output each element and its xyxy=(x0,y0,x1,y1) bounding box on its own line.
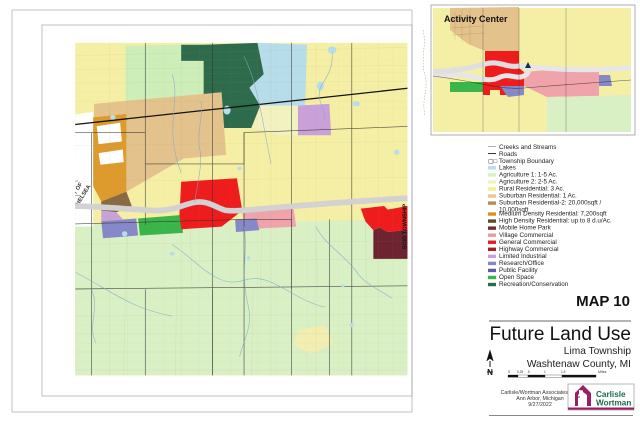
svg-text:▢□: ▢□ xyxy=(488,159,498,165)
svg-text:Agriculture 2: 2-5 Ac.: Agriculture 2: 2-5 Ac. xyxy=(499,179,558,186)
svg-text:Activity Center: Activity Center xyxy=(444,14,508,24)
svg-text:0: 0 xyxy=(508,370,510,374)
svg-text:Open Space: Open Space xyxy=(499,274,535,281)
svg-text:Miles: Miles xyxy=(598,370,607,374)
svg-text:1: 1 xyxy=(544,370,546,374)
svg-text:0.25: 0.25 xyxy=(517,370,523,374)
svg-text:Washtenaw County, MI: Washtenaw County, MI xyxy=(527,359,631,370)
svg-text:Rural Residential: 3 Ac.: Rural Residential: 3 Ac. xyxy=(499,186,565,193)
svg-text:Mobile Home Park: Mobile Home Park xyxy=(499,225,552,232)
svg-text:Roads: Roads xyxy=(499,151,517,158)
svg-text:Village Commercial: Village Commercial xyxy=(499,232,553,239)
svg-text:Agriculture 1: 1-5 Ac.: Agriculture 1: 1-5 Ac. xyxy=(499,172,558,179)
svg-text:Public Facility: Public Facility xyxy=(499,267,538,274)
svg-text:Creeks and Streams: Creeks and Streams xyxy=(499,144,556,151)
svg-text:High Density Residential: up t: High Density Residential: up to 8 d.u/Ac… xyxy=(499,218,612,225)
svg-text:Lakes: Lakes xyxy=(499,164,516,171)
svg-text:Future Land Use: Future Land Use xyxy=(489,324,631,345)
svg-text:Wortman: Wortman xyxy=(596,399,631,408)
svg-text:Medium Density Residential: 7,: Medium Density Residential: 7,200sqft xyxy=(499,211,607,218)
svg-text:Limited Industrial: Limited Industrial xyxy=(499,253,547,260)
svg-text:.5: .5 xyxy=(527,370,530,374)
svg-text:N: N xyxy=(487,368,493,377)
svg-text:Research/Office: Research/Office xyxy=(499,260,545,267)
svg-text:Recreation/Conservation: Recreation/Conservation xyxy=(499,281,569,288)
svg-text:MAP 10: MAP 10 xyxy=(576,293,630,310)
svg-text:9/27/2022: 9/27/2022 xyxy=(528,402,552,408)
svg-text:Suburban Residential: 1 Ac.: Suburban Residential: 1 Ac. xyxy=(499,193,577,200)
svg-text:Highway Commercial: Highway Commercial xyxy=(499,246,559,253)
svg-text:Lima Township: Lima Township xyxy=(564,346,632,357)
svg-text:General Commercial: General Commercial xyxy=(499,239,557,246)
svg-text:1.5: 1.5 xyxy=(561,370,566,374)
